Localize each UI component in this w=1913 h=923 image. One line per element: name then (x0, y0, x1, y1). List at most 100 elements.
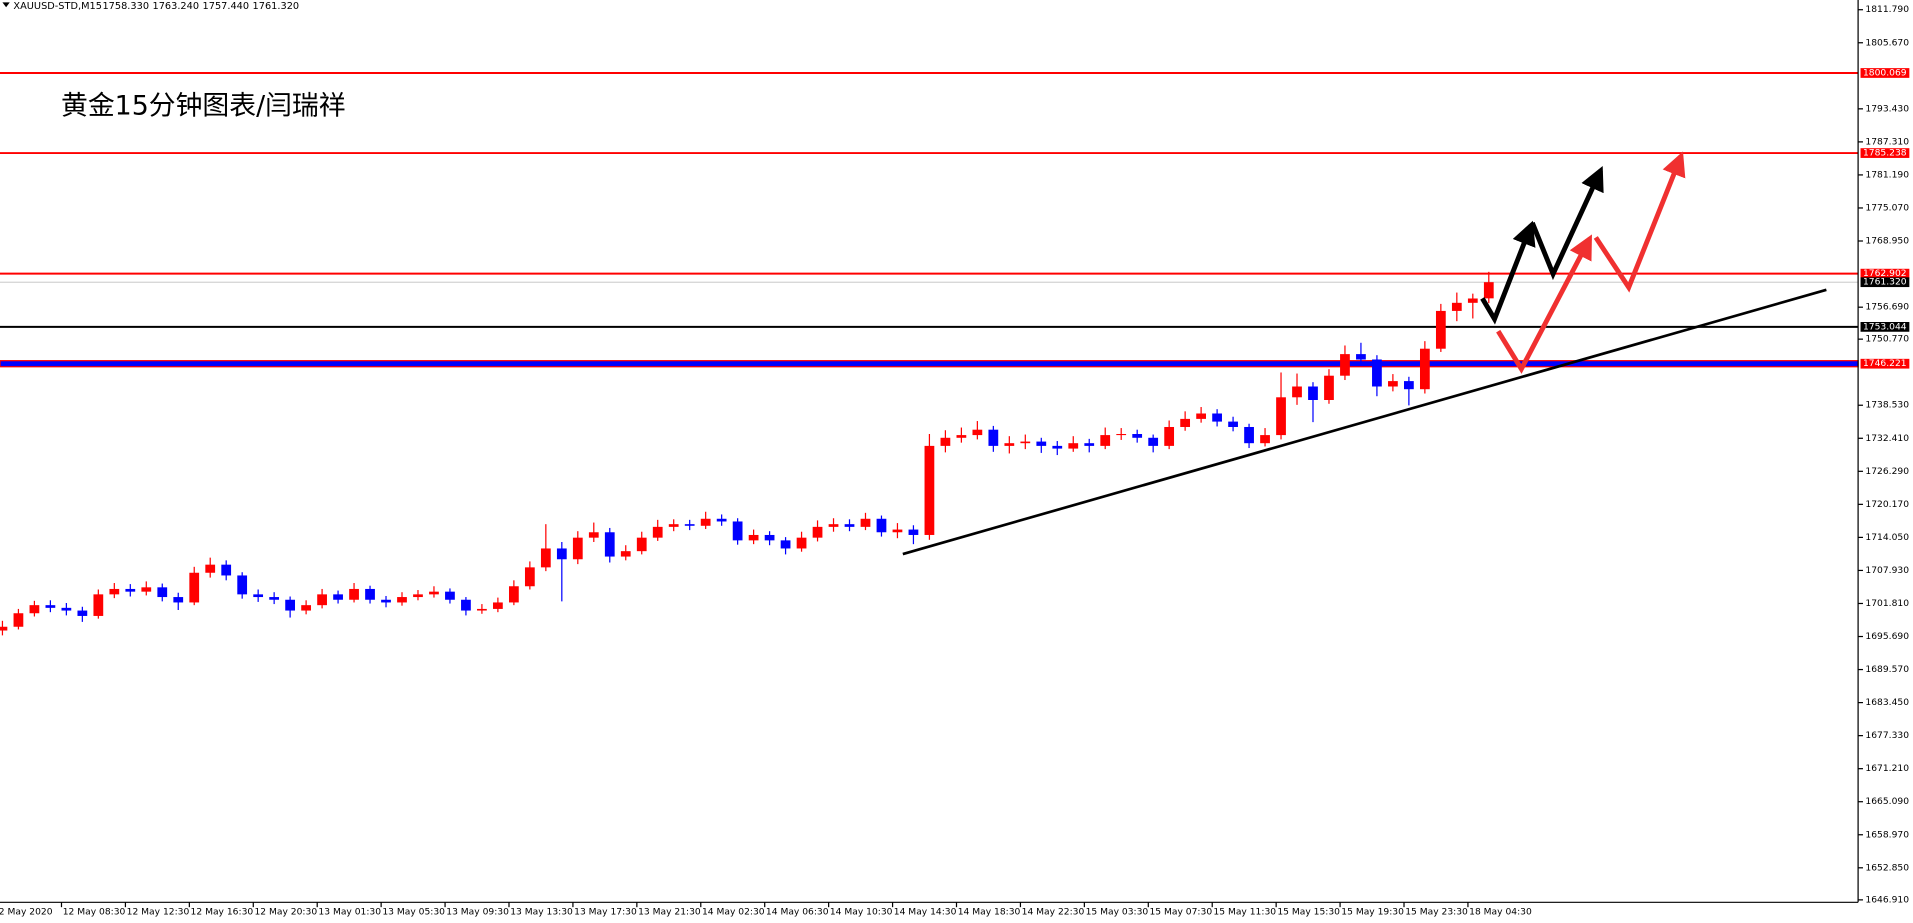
candle-body (1164, 426, 1175, 446)
candle-body (1435, 310, 1446, 349)
candle-body (972, 429, 983, 436)
candle-body (445, 591, 455, 600)
y-tick-label: 1787.310 (1865, 137, 1909, 147)
x-tick-label: 14 May 14:30 (894, 908, 957, 918)
candle-body (956, 435, 967, 438)
candle-body (1467, 298, 1478, 303)
candle-body (652, 526, 663, 538)
candle-body (429, 591, 439, 595)
candle-body (317, 594, 327, 606)
candle-body (13, 613, 24, 627)
candle-body (636, 537, 647, 552)
x-tick-label: 13 May 21:30 (638, 908, 701, 918)
y-tick-label: 1793.430 (1865, 104, 1909, 114)
candle-body (828, 524, 839, 527)
candle-body (1451, 302, 1462, 311)
candle-body (1132, 434, 1143, 438)
candle-body (700, 518, 711, 526)
menu-icon[interactable] (2, 2, 10, 8)
y-tick-label: 1768.950 (1865, 237, 1909, 247)
candle-body (716, 518, 727, 522)
level-label: 1746.221 (1863, 359, 1907, 369)
x-tick-label: 12 May 20:30 (254, 908, 317, 918)
candle-body (780, 540, 791, 549)
arrow (1530, 166, 1604, 281)
level-label-bg (1860, 268, 1910, 279)
candle-body (109, 588, 120, 595)
candle-body (508, 586, 519, 603)
x-tick-label: 15 May 03:30 (1086, 908, 1149, 918)
candle-body (301, 605, 311, 611)
y-tick-label: 1695.690 (1865, 632, 1909, 642)
candle-body (61, 607, 72, 611)
y-tick-label: 1646.910 (1865, 895, 1909, 905)
x-tick-label: 18 May 04:30 (1469, 908, 1532, 918)
y-tick-label: 1750.770 (1865, 335, 1909, 345)
candle-body (668, 524, 679, 527)
candle-body (812, 526, 823, 538)
candle-body (285, 599, 296, 611)
arrow (1480, 220, 1536, 325)
candle-body (1228, 421, 1238, 427)
x-tick-label: 12 May 16:30 (191, 908, 254, 918)
y-tick-label: 1738.530 (1865, 401, 1909, 411)
candle-body (1196, 413, 1206, 419)
candle-body (1260, 435, 1270, 444)
x-tick-label: 14 May 02:30 (702, 908, 765, 918)
x-tick-label: 13 May 17:30 (574, 908, 637, 918)
candle-body (1100, 435, 1111, 446)
candle-body (1356, 354, 1366, 360)
candle-body (876, 518, 887, 533)
symbol: XAUUSD-STD,M15 (13, 1, 102, 12)
candle-body (1020, 441, 1031, 444)
candle-body (1116, 434, 1127, 436)
candle-body (1388, 381, 1398, 387)
candle-body (1004, 443, 1015, 446)
candle-body (365, 588, 375, 600)
candle-body (940, 437, 951, 446)
candle-body (221, 564, 232, 576)
y-tick-label: 1677.330 (1865, 731, 1909, 741)
candle-body (1419, 348, 1430, 390)
x-tick-label: 15 May 23:30 (1405, 908, 1468, 918)
candle-body (381, 599, 391, 603)
level-label: 1761.320 (1863, 278, 1907, 288)
candle-body (141, 587, 152, 592)
candle-body (269, 597, 280, 600)
x-tick-label: 12 May 12:30 (127, 908, 190, 918)
x-tick-label: 13 May 09:30 (446, 908, 509, 918)
y-tick-label: 1756.690 (1865, 303, 1909, 313)
level-label: 1785.238 (1863, 149, 1907, 159)
x-tick-label: 15 May 19:30 (1341, 908, 1404, 918)
candle-body (477, 608, 487, 611)
candle-body (1276, 397, 1286, 436)
x-tick-label: 15 May 15:30 (1277, 908, 1340, 918)
ohlc-value: 1758.330 (102, 1, 149, 12)
candle-body (157, 587, 168, 598)
y-tick-label: 1683.450 (1865, 698, 1909, 708)
x-tick-label: 15 May 07:30 (1150, 908, 1213, 918)
x-tick-label: 13 May 13:30 (510, 908, 573, 918)
candle-body (493, 602, 503, 609)
candle-body (556, 548, 567, 560)
candle-body (237, 575, 248, 595)
x-tick-label: 14 May 22:30 (1022, 908, 1085, 918)
candle-body (173, 597, 184, 603)
candle-body (29, 605, 40, 614)
candle-body (908, 529, 919, 535)
candle-body (397, 597, 407, 603)
candle-body (45, 605, 56, 608)
candle-body (572, 537, 583, 560)
x-tick-label: 2 May 2020 (0, 908, 53, 918)
level-label: 1800.069 (1863, 69, 1907, 79)
ohlc-value: 1761.320 (253, 1, 300, 12)
y-tick-label: 1701.810 (1865, 599, 1909, 609)
candle-body (189, 572, 200, 603)
arrow (1593, 151, 1686, 293)
level-label-bg (1860, 277, 1910, 288)
candle-body (604, 532, 615, 557)
candle-body (1292, 386, 1302, 398)
y-tick-label: 1652.850 (1865, 863, 1909, 873)
candle-body (1068, 443, 1079, 449)
